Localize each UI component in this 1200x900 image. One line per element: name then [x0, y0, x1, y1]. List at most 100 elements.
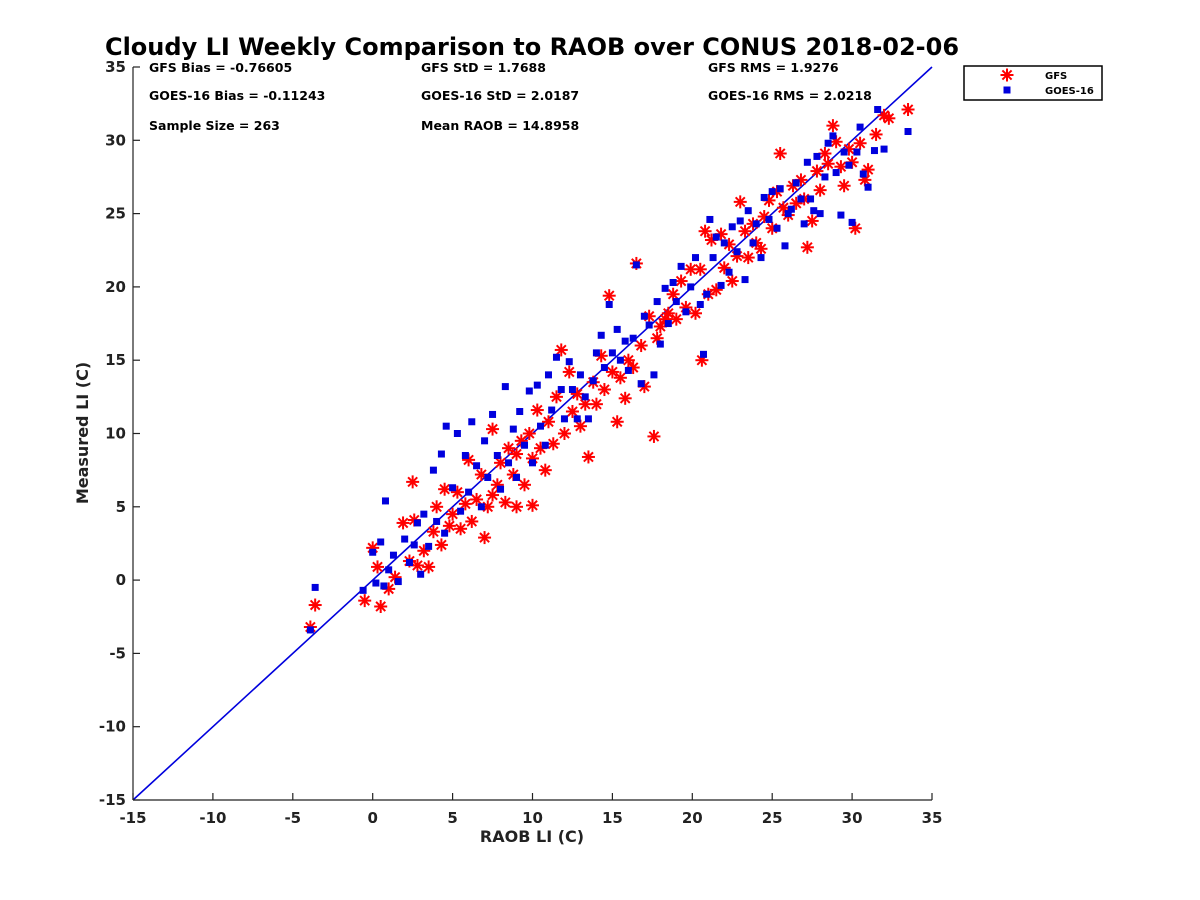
data-point-goes-16 [442, 422, 450, 430]
data-point-goes-16 [385, 566, 393, 574]
data-point-goes-16 [441, 529, 449, 537]
data-point-gfs [442, 519, 456, 533]
data-point-gfs [674, 274, 688, 288]
data-point-goes-16 [720, 239, 728, 247]
data-point-gfs [613, 371, 627, 385]
data-point-gfs [634, 339, 648, 353]
stat-goes-std: GOES-16 StD = 2.0187 [421, 88, 579, 103]
data-point-goes-16 [624, 366, 632, 374]
stat-gfs-rms: GFS RMS = 1.9276 [708, 60, 839, 75]
data-point-gfs [518, 478, 532, 492]
data-point-goes-16 [306, 626, 314, 634]
data-point-goes-16 [548, 406, 556, 414]
data-point-gfs [478, 531, 492, 545]
data-point-goes-16 [581, 393, 589, 401]
y-tick-label: 25 [105, 205, 126, 223]
data-point-goes-16 [429, 466, 437, 474]
data-point-gfs [396, 516, 410, 530]
data-point-goes-16 [709, 254, 717, 262]
data-point-gfs [410, 558, 424, 572]
data-point-goes-16 [592, 349, 600, 357]
data-point-goes-16 [589, 377, 597, 385]
data-point-goes-16 [533, 381, 541, 389]
data-point-goes-16 [405, 559, 413, 567]
data-point-gfs [602, 289, 616, 303]
data-point-goes-16 [672, 298, 680, 306]
data-point-gfs [546, 437, 560, 451]
data-point-goes-16 [629, 334, 637, 342]
data-point-goes-16 [389, 551, 397, 559]
data-point-goes-16 [699, 350, 707, 358]
data-point-goes-16 [597, 331, 605, 339]
data-point-gfs [805, 214, 819, 228]
data-point-goes-16 [394, 578, 402, 586]
data-point-goes-16 [505, 459, 513, 467]
data-point-gfs [589, 397, 603, 411]
data-point-goes-16 [856, 123, 864, 131]
data-point-goes-16 [433, 517, 441, 525]
data-point-gfs [406, 475, 420, 489]
data-point-goes-16 [473, 462, 481, 470]
data-point-goes-16 [369, 548, 377, 556]
y-axis-label: Measured LI (C) [73, 362, 92, 504]
data-point-goes-16 [691, 254, 699, 262]
data-point-goes-16 [810, 207, 818, 215]
data-point-gfs [869, 127, 883, 141]
data-point-goes-16 [712, 233, 720, 241]
data-point-goes-16 [832, 169, 840, 177]
data-point-gfs [725, 274, 739, 288]
data-point-goes-16 [468, 418, 476, 426]
y-tick-label: -10 [99, 718, 126, 736]
data-point-goes-16 [741, 276, 749, 284]
data-point-goes-16 [682, 308, 690, 316]
data-point-goes-16 [584, 415, 592, 423]
data-point-gfs [647, 429, 661, 443]
y-tick-label: 10 [105, 425, 126, 443]
data-point-goes-16 [807, 195, 815, 203]
data-point-goes-16 [544, 371, 552, 379]
data-point-goes-16 [870, 147, 878, 155]
data-point-gfs [426, 525, 440, 539]
data-point-gfs [578, 397, 592, 411]
data-point-gfs [733, 195, 747, 209]
data-point-goes-16 [516, 408, 524, 416]
data-point-goes-16 [640, 312, 648, 320]
y-tick-label: 35 [105, 58, 126, 76]
data-point-goes-16 [650, 371, 658, 379]
data-point-gfs [374, 599, 388, 613]
data-point-goes-16 [760, 193, 768, 201]
data-point-gfs [541, 415, 555, 429]
data-point-goes-16 [457, 507, 465, 515]
data-point-gfs [510, 447, 524, 461]
data-point-gfs [470, 492, 484, 506]
data-point-goes-16 [632, 261, 640, 269]
legend-label-goes-16: GOES-16 [1045, 86, 1094, 97]
data-point-gfs [610, 415, 624, 429]
data-point-gfs [800, 240, 814, 254]
data-point-goes-16 [787, 205, 795, 213]
data-point-goes-16 [744, 207, 752, 215]
data-point-gfs [853, 136, 867, 150]
data-point-goes-16 [733, 248, 741, 256]
data-point-goes-16 [525, 387, 533, 395]
data-point-gfs [370, 560, 384, 574]
x-tick-label: 0 [367, 809, 377, 827]
data-point-goes-16 [717, 281, 725, 289]
stat-mean-raob: Mean RAOB = 14.8958 [421, 118, 579, 133]
y-tick-label: 15 [105, 351, 126, 369]
x-tick-label: -10 [199, 809, 226, 827]
data-points-layer [303, 103, 915, 634]
data-point-goes-16 [904, 128, 912, 136]
data-point-goes-16 [437, 450, 445, 458]
chart-title: Cloudy LI Weekly Comparison to RAOB over… [105, 33, 959, 61]
data-point-goes-16 [576, 371, 584, 379]
data-point-goes-16 [413, 519, 421, 527]
data-point-gfs [454, 522, 468, 536]
data-point-gfs [498, 495, 512, 509]
data-point-goes-16 [669, 279, 677, 287]
data-point-goes-16 [381, 497, 389, 505]
data-point-gfs [554, 343, 568, 357]
data-point-goes-16 [493, 451, 501, 459]
data-point-goes-16 [824, 139, 832, 147]
data-point-gfs [458, 497, 472, 511]
